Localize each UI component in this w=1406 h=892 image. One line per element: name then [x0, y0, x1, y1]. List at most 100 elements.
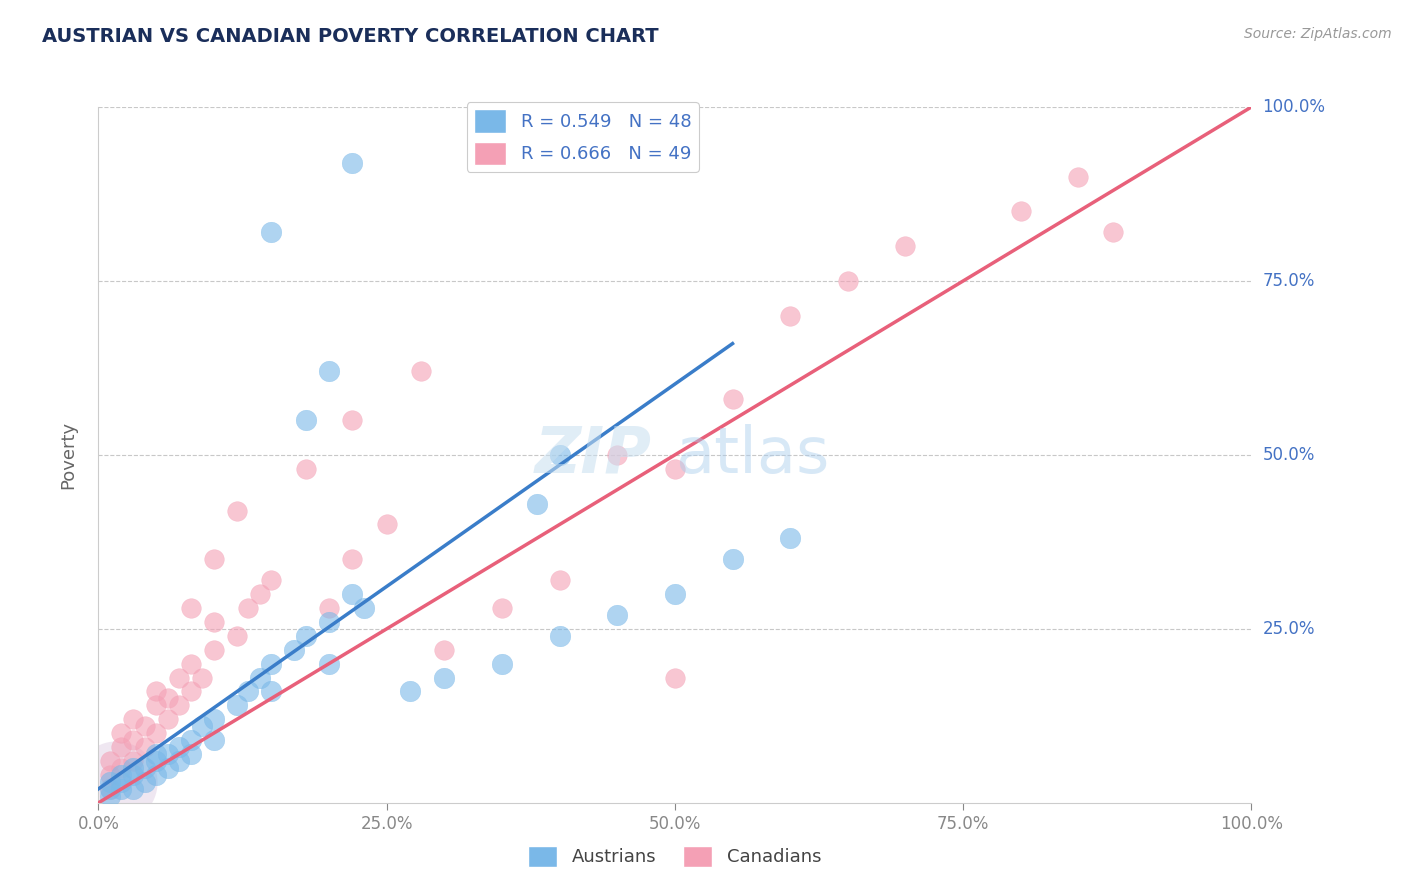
- Point: [491, 601, 513, 615]
- Point: [98, 775, 121, 789]
- Point: [156, 761, 179, 775]
- Text: 100.0%: 100.0%: [1263, 98, 1326, 116]
- Point: [398, 684, 420, 698]
- Point: [110, 726, 132, 740]
- Point: [340, 587, 363, 601]
- Point: [180, 657, 202, 671]
- Point: [145, 754, 167, 768]
- Point: [353, 601, 375, 615]
- Point: [779, 309, 801, 323]
- Point: [122, 712, 145, 726]
- Point: [110, 781, 132, 796]
- Point: [122, 781, 145, 796]
- Point: [526, 497, 548, 511]
- Point: [318, 657, 340, 671]
- Point: [318, 364, 340, 378]
- Point: [295, 413, 318, 427]
- Point: [606, 448, 628, 462]
- Text: 25.0%: 25.0%: [1263, 620, 1315, 638]
- Point: [664, 671, 686, 685]
- Point: [318, 615, 340, 629]
- Point: [225, 698, 247, 713]
- Point: [167, 671, 190, 685]
- Point: [411, 364, 433, 378]
- Point: [122, 733, 145, 747]
- Point: [249, 587, 271, 601]
- Point: [548, 573, 571, 587]
- Legend: R = 0.549   N = 48, R = 0.666   N = 49: R = 0.549 N = 48, R = 0.666 N = 49: [467, 103, 699, 172]
- Point: [110, 761, 132, 775]
- Y-axis label: Poverty: Poverty: [59, 421, 77, 489]
- Point: [295, 462, 318, 476]
- Legend: Austrians, Canadians: Austrians, Canadians: [522, 838, 828, 874]
- Point: [318, 601, 340, 615]
- Point: [156, 747, 179, 761]
- Point: [283, 642, 305, 657]
- Point: [134, 719, 156, 733]
- Text: atlas: atlas: [675, 424, 830, 486]
- Point: [491, 657, 513, 671]
- Point: [191, 671, 214, 685]
- Point: [894, 239, 917, 253]
- Point: [98, 781, 121, 796]
- Point: [180, 601, 202, 615]
- Point: [98, 781, 121, 796]
- Point: [779, 532, 801, 546]
- Point: [156, 712, 179, 726]
- Point: [664, 462, 686, 476]
- Point: [145, 698, 167, 713]
- Text: Source: ZipAtlas.com: Source: ZipAtlas.com: [1244, 27, 1392, 41]
- Point: [167, 698, 190, 713]
- Point: [433, 671, 456, 685]
- Point: [134, 740, 156, 755]
- Point: [548, 448, 571, 462]
- Point: [249, 671, 271, 685]
- Point: [340, 155, 363, 169]
- Point: [260, 573, 283, 587]
- Point: [180, 733, 202, 747]
- Point: [1010, 204, 1032, 219]
- Point: [134, 775, 156, 789]
- Point: [145, 684, 167, 698]
- Point: [134, 761, 156, 775]
- Point: [606, 607, 628, 622]
- Text: 50.0%: 50.0%: [1263, 446, 1315, 464]
- Point: [104, 775, 127, 789]
- Point: [548, 629, 571, 643]
- Point: [180, 684, 202, 698]
- Point: [340, 413, 363, 427]
- Point: [98, 754, 121, 768]
- Point: [664, 587, 686, 601]
- Point: [122, 768, 145, 782]
- Point: [238, 684, 260, 698]
- Text: ZIP: ZIP: [534, 424, 652, 486]
- Point: [122, 754, 145, 768]
- Point: [375, 517, 398, 532]
- Point: [110, 740, 132, 755]
- Point: [260, 657, 283, 671]
- Point: [202, 712, 225, 726]
- Point: [98, 789, 121, 803]
- Point: [202, 552, 225, 566]
- Point: [1067, 169, 1090, 184]
- Point: [837, 274, 859, 288]
- Point: [98, 768, 121, 782]
- Point: [180, 747, 202, 761]
- Point: [433, 642, 456, 657]
- Point: [167, 754, 190, 768]
- Point: [110, 775, 132, 789]
- Point: [1102, 225, 1125, 239]
- Point: [191, 719, 214, 733]
- Point: [156, 691, 179, 706]
- Point: [260, 684, 283, 698]
- Point: [721, 392, 744, 407]
- Point: [122, 761, 145, 775]
- Text: AUSTRIAN VS CANADIAN POVERTY CORRELATION CHART: AUSTRIAN VS CANADIAN POVERTY CORRELATION…: [42, 27, 659, 45]
- Point: [145, 768, 167, 782]
- Point: [202, 642, 225, 657]
- Point: [260, 225, 283, 239]
- Point: [225, 629, 247, 643]
- Point: [225, 503, 247, 517]
- Point: [110, 768, 132, 782]
- Point: [167, 740, 190, 755]
